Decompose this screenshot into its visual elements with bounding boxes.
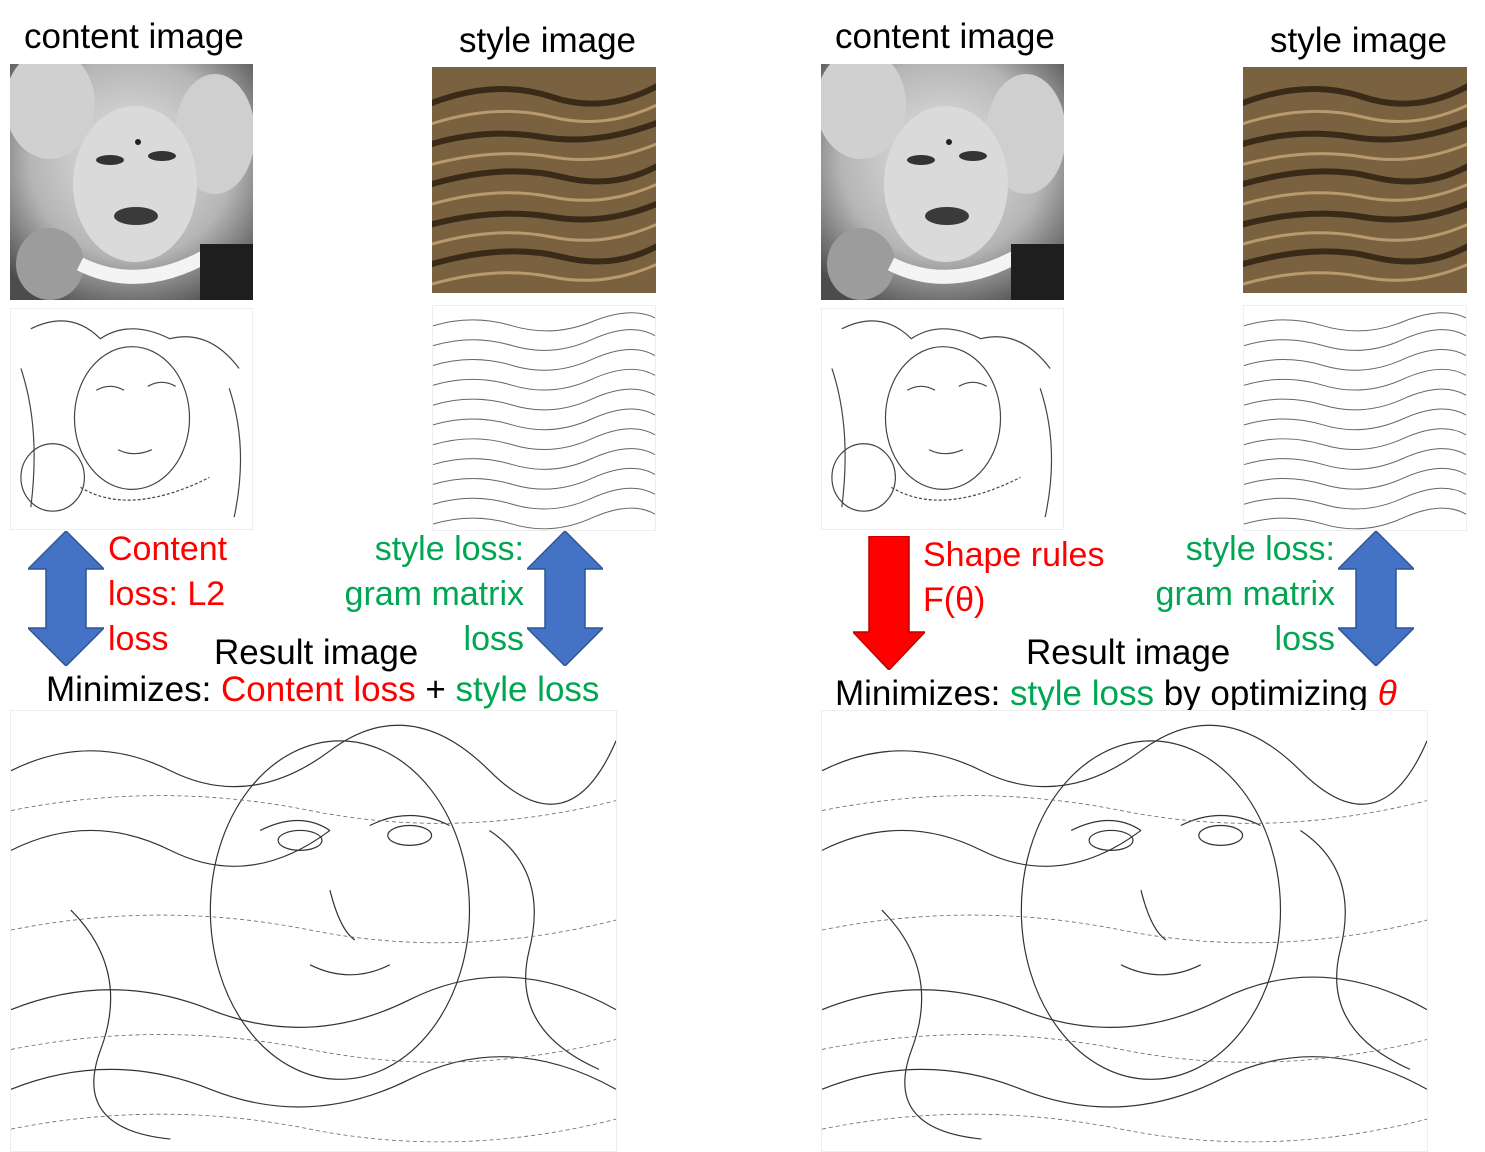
content-edge-map: [10, 308, 253, 530]
shape-rules-text: Shape rules F(θ): [923, 536, 1105, 619]
content-loss-text: Content loss: L2 loss: [108, 530, 228, 658]
style-edge-map: [1243, 305, 1467, 531]
left-panel: content image style image: [0, 0, 742, 1152]
double-headed-arrow-icon: [28, 531, 104, 666]
content-image-label: content image: [24, 17, 244, 56]
minimizes-text: Minimizes: style loss by optimizing θ: [835, 674, 1397, 713]
result-image: [10, 710, 617, 1152]
style-loss-text: style loss: gram matrix loss: [344, 530, 524, 658]
minimizes-text: Minimizes: Content loss + style loss: [46, 670, 600, 709]
style-image-label: style image: [459, 21, 637, 60]
result-image-label: Result image: [1026, 633, 1231, 672]
content-photo: [10, 64, 253, 300]
style-photo: [432, 67, 656, 293]
style-edge-map: [432, 305, 656, 531]
content-photo: [821, 64, 1064, 300]
down-arrow-icon: [853, 536, 925, 670]
double-headed-arrow-icon: [527, 531, 603, 666]
double-headed-arrow-icon: [1338, 531, 1414, 666]
result-image: [821, 710, 1428, 1152]
content-image-label: content image: [835, 17, 1055, 56]
style-image-label: style image: [1270, 21, 1448, 60]
result-image-label: Result image: [214, 633, 419, 672]
style-photo: [1243, 67, 1467, 293]
style-loss-text: style loss: gram matrix loss: [1155, 530, 1335, 658]
content-edge-map: [821, 308, 1064, 530]
right-panel: content image style image: [811, 0, 1485, 1152]
